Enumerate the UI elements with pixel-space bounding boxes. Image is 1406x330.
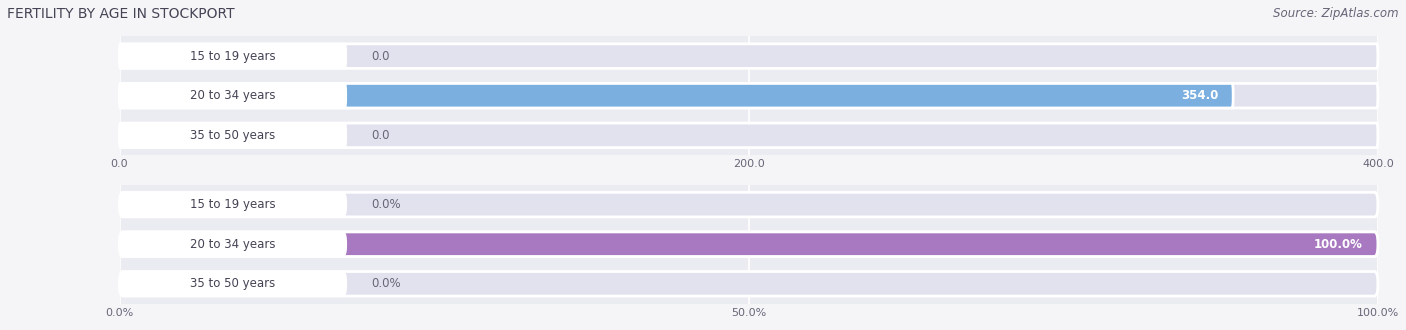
Text: 15 to 19 years: 15 to 19 years — [190, 50, 276, 63]
FancyBboxPatch shape — [120, 272, 1378, 296]
FancyBboxPatch shape — [120, 192, 346, 217]
FancyBboxPatch shape — [120, 123, 346, 148]
FancyBboxPatch shape — [120, 123, 1378, 148]
FancyBboxPatch shape — [120, 232, 1378, 256]
Text: 0.0: 0.0 — [371, 50, 389, 63]
Text: 354.0: 354.0 — [1181, 89, 1218, 102]
Text: 100.0%: 100.0% — [1313, 238, 1362, 251]
Text: 0.0%: 0.0% — [371, 198, 401, 211]
FancyBboxPatch shape — [120, 83, 346, 108]
Text: 35 to 50 years: 35 to 50 years — [190, 277, 276, 290]
Text: 15 to 19 years: 15 to 19 years — [190, 198, 276, 211]
Text: 20 to 34 years: 20 to 34 years — [190, 89, 276, 102]
Text: 35 to 50 years: 35 to 50 years — [190, 129, 276, 142]
FancyBboxPatch shape — [120, 83, 1378, 108]
FancyBboxPatch shape — [120, 232, 346, 256]
FancyBboxPatch shape — [120, 192, 1378, 217]
FancyBboxPatch shape — [120, 232, 1378, 256]
Text: 0.0: 0.0 — [371, 129, 389, 142]
Text: 20 to 34 years: 20 to 34 years — [190, 238, 276, 251]
Text: 0.0%: 0.0% — [371, 277, 401, 290]
FancyBboxPatch shape — [120, 44, 346, 68]
FancyBboxPatch shape — [120, 44, 1378, 68]
FancyBboxPatch shape — [120, 272, 346, 296]
Text: Source: ZipAtlas.com: Source: ZipAtlas.com — [1274, 7, 1399, 19]
Text: FERTILITY BY AGE IN STOCKPORT: FERTILITY BY AGE IN STOCKPORT — [7, 7, 235, 20]
FancyBboxPatch shape — [120, 83, 1233, 108]
